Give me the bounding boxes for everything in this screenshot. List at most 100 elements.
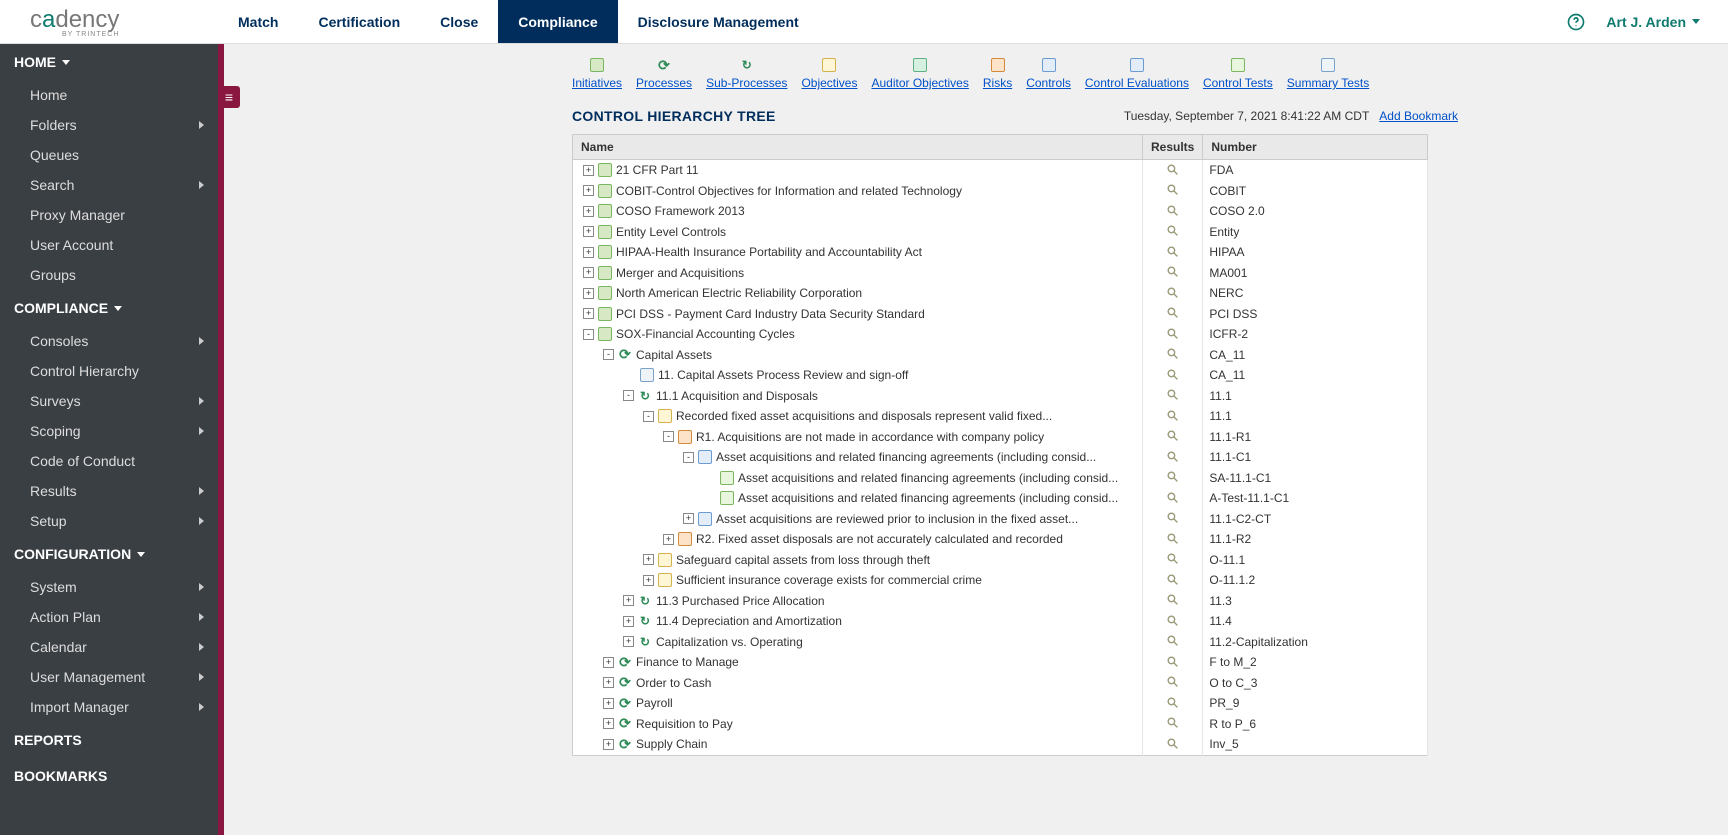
magnify-icon[interactable] <box>1166 265 1180 279</box>
magnify-icon[interactable] <box>1166 490 1180 504</box>
tree-row[interactable]: +Merger and AcquisitionsMA001 <box>573 263 1428 284</box>
tree-row[interactable]: +11.3 Purchased Price Allocation11.3 <box>573 591 1428 612</box>
toolbar-control-evaluations[interactable]: Control Evaluations <box>1085 56 1189 90</box>
magnify-icon[interactable] <box>1166 244 1180 258</box>
sidebar-item-surveys[interactable]: Surveys <box>0 386 218 416</box>
sidebar-item-scoping[interactable]: Scoping <box>0 416 218 446</box>
magnify-icon[interactable] <box>1166 695 1180 709</box>
magnify-icon[interactable] <box>1166 367 1180 381</box>
toolbar-control-tests[interactable]: Control Tests <box>1203 56 1273 90</box>
expand-icon[interactable]: + <box>603 698 614 709</box>
magnify-icon[interactable] <box>1166 162 1180 176</box>
magnify-icon[interactable] <box>1166 388 1180 402</box>
sidebar-item-results[interactable]: Results <box>0 476 218 506</box>
expand-icon[interactable]: + <box>623 595 634 606</box>
sidebar-item-search[interactable]: Search <box>0 170 218 200</box>
magnify-icon[interactable] <box>1166 347 1180 361</box>
tree-row[interactable]: Asset acquisitions and related financing… <box>573 488 1428 509</box>
tree-row[interactable]: -SOX-Financial Accounting CyclesICFR-2 <box>573 324 1428 345</box>
expand-icon[interactable]: + <box>583 267 594 278</box>
sidebar-section-reports[interactable]: REPORTS <box>0 722 218 758</box>
magnify-icon[interactable] <box>1166 634 1180 648</box>
sidebar-item-action-plan[interactable]: Action Plan <box>0 602 218 632</box>
magnify-icon[interactable] <box>1166 326 1180 340</box>
tree-row[interactable]: +Order to CashO to C_3 <box>573 673 1428 694</box>
sidebar-item-queues[interactable]: Queues <box>0 140 218 170</box>
tree-row[interactable]: +PayrollPR_9 <box>573 693 1428 714</box>
expand-icon[interactable]: + <box>583 247 594 258</box>
nav-tab-certification[interactable]: Certification <box>298 0 420 43</box>
toolbar-controls[interactable]: Controls <box>1026 56 1071 90</box>
expand-icon[interactable]: + <box>603 677 614 688</box>
collapse-icon[interactable]: - <box>583 329 594 340</box>
tree-row[interactable]: -R1. Acquisitions are not made in accord… <box>573 427 1428 448</box>
magnify-icon[interactable] <box>1166 429 1180 443</box>
expand-icon[interactable]: + <box>583 165 594 176</box>
tree-row[interactable]: +21 CFR Part 11FDA <box>573 160 1428 181</box>
toolbar-risks[interactable]: Risks <box>983 56 1012 90</box>
magnify-icon[interactable] <box>1166 572 1180 586</box>
expand-icon[interactable]: + <box>603 718 614 729</box>
magnify-icon[interactable] <box>1166 613 1180 627</box>
magnify-icon[interactable] <box>1166 736 1180 750</box>
toolbar-initiatives[interactable]: Initiatives <box>572 56 622 90</box>
magnify-icon[interactable] <box>1166 203 1180 217</box>
magnify-icon[interactable] <box>1166 531 1180 545</box>
expand-icon[interactable]: + <box>643 575 654 586</box>
sidebar-item-control-hierarchy[interactable]: Control Hierarchy <box>0 356 218 386</box>
tree-row[interactable]: -Capital AssetsCA_11 <box>573 345 1428 366</box>
sidebar-item-folders[interactable]: Folders <box>0 110 218 140</box>
magnify-icon[interactable] <box>1166 675 1180 689</box>
nav-tab-disclosure-management[interactable]: Disclosure Management <box>618 0 819 43</box>
tree-row[interactable]: +Requisition to PayR to P_6 <box>573 714 1428 735</box>
magnify-icon[interactable] <box>1166 511 1180 525</box>
help-icon[interactable] <box>1556 0 1596 43</box>
expand-icon[interactable]: + <box>583 288 594 299</box>
sidebar-collapse-button[interactable]: ≡ <box>218 86 240 108</box>
toolbar-summary-tests[interactable]: Summary Tests <box>1287 56 1369 90</box>
expand-icon[interactable]: + <box>583 185 594 196</box>
tree-row[interactable]: +COBIT-Control Objectives for Informatio… <box>573 181 1428 202</box>
add-bookmark-link[interactable]: Add Bookmark <box>1379 109 1458 123</box>
magnify-icon[interactable] <box>1166 593 1180 607</box>
tree-row[interactable]: +Entity Level ControlsEntity <box>573 222 1428 243</box>
sidebar-item-system[interactable]: System <box>0 572 218 602</box>
col-header-name[interactable]: Name <box>573 135 1143 160</box>
expand-icon[interactable]: + <box>603 739 614 750</box>
sidebar-item-user-account[interactable]: User Account <box>0 230 218 260</box>
magnify-icon[interactable] <box>1166 224 1180 238</box>
sidebar-section-configuration[interactable]: CONFIGURATION <box>0 536 218 572</box>
sidebar-section-home[interactable]: HOME <box>0 44 218 80</box>
tree-row[interactable]: +Safeguard capital assets from loss thro… <box>573 550 1428 571</box>
sidebar-item-code-of-conduct[interactable]: Code of Conduct <box>0 446 218 476</box>
sidebar-item-proxy-manager[interactable]: Proxy Manager <box>0 200 218 230</box>
magnify-icon[interactable] <box>1166 552 1180 566</box>
expand-icon[interactable]: + <box>583 226 594 237</box>
collapse-icon[interactable]: - <box>663 431 674 442</box>
magnify-icon[interactable] <box>1166 470 1180 484</box>
sidebar-item-import-manager[interactable]: Import Manager <box>0 692 218 722</box>
toolbar-objectives[interactable]: Objectives <box>801 56 857 90</box>
tree-row[interactable]: +Supply ChainInv_5 <box>573 734 1428 755</box>
tree-row[interactable]: -11.1 Acquisition and Disposals11.1 <box>573 386 1428 407</box>
expand-icon[interactable]: + <box>623 636 634 647</box>
expand-icon[interactable]: + <box>683 513 694 524</box>
expand-icon[interactable]: + <box>583 206 594 217</box>
expand-icon[interactable]: + <box>583 308 594 319</box>
tree-row[interactable]: -Recorded fixed asset acquisitions and d… <box>573 406 1428 427</box>
sidebar-item-home[interactable]: Home <box>0 80 218 110</box>
magnify-icon[interactable] <box>1166 716 1180 730</box>
collapse-icon[interactable]: - <box>643 411 654 422</box>
sidebar-item-calendar[interactable]: Calendar <box>0 632 218 662</box>
magnify-icon[interactable] <box>1166 285 1180 299</box>
tree-row[interactable]: +North American Electric Reliability Cor… <box>573 283 1428 304</box>
tree-row[interactable]: +COSO Framework 2013COSO 2.0 <box>573 201 1428 222</box>
expand-icon[interactable]: + <box>603 657 614 668</box>
magnify-icon[interactable] <box>1166 183 1180 197</box>
tree-row[interactable]: +Capitalization vs. Operating11.2-Capita… <box>573 632 1428 653</box>
magnify-icon[interactable] <box>1166 449 1180 463</box>
col-header-number[interactable]: Number <box>1203 135 1428 160</box>
expand-icon[interactable]: + <box>623 616 634 627</box>
sidebar-item-user-management[interactable]: User Management <box>0 662 218 692</box>
collapse-icon[interactable]: - <box>623 390 634 401</box>
